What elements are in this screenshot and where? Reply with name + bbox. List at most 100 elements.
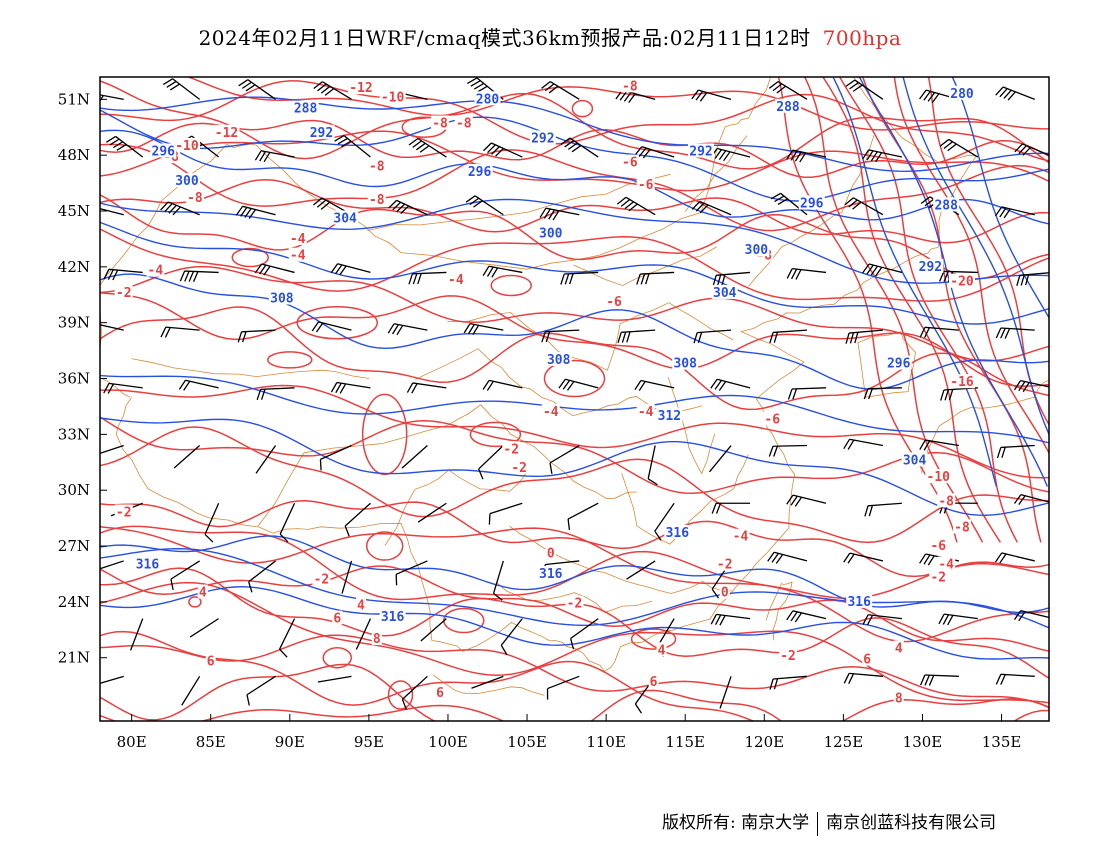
- wind-barb: [401, 445, 428, 469]
- wind-barb: [160, 326, 200, 338]
- wind-barb: [330, 263, 371, 276]
- wind-barb: [256, 387, 295, 401]
- wind-barb: [334, 135, 371, 158]
- wind-barb: [204, 502, 220, 543]
- wind-barb: [769, 675, 808, 690]
- lon-tick-label: 90E: [275, 733, 305, 751]
- contour-label: -8: [938, 494, 954, 509]
- contour-label: 316: [136, 558, 160, 573]
- boundary-line: [667, 377, 716, 475]
- contour-label: -8: [369, 193, 385, 208]
- lat-tick-label: 30N: [58, 481, 90, 499]
- contour-label: -4: [543, 405, 559, 420]
- contour-line: [100, 129, 1049, 225]
- temperature-loop: [469, 421, 522, 448]
- label-bg: [885, 355, 912, 370]
- label-bg: [656, 642, 667, 657]
- temperature-loop: [361, 393, 408, 476]
- label-bg: [332, 210, 359, 225]
- contour-label: 308: [547, 353, 571, 368]
- label-bg: [446, 271, 465, 286]
- label-bg: [929, 538, 948, 553]
- label-bg: [862, 651, 873, 666]
- label-bg: [371, 631, 382, 646]
- wind-barb: [129, 618, 144, 651]
- contour-line: [951, 77, 1049, 320]
- wind-barb: [417, 502, 447, 523]
- label-bg: [949, 374, 976, 389]
- contour-label: 4: [895, 641, 903, 656]
- label-bg: [711, 284, 738, 299]
- contour-label: 4: [357, 599, 365, 614]
- temperature-loop: [387, 680, 414, 710]
- contour-line: [100, 417, 1049, 517]
- wind-barb: [103, 268, 143, 281]
- label-bg: [332, 610, 343, 625]
- contour-line: [100, 526, 1049, 599]
- label-bg: [150, 143, 177, 158]
- wind-barb: [279, 502, 296, 543]
- wind-barb: [254, 150, 295, 163]
- contour-line: [100, 704, 505, 721]
- temperature-loop: [267, 351, 313, 369]
- temperature-loop: [490, 274, 532, 297]
- wind-barb: [408, 137, 447, 158]
- plot-frame: [99, 76, 1050, 722]
- label-bg: [656, 407, 683, 422]
- contour-label: 288: [934, 198, 958, 213]
- wind-barb: [786, 610, 827, 623]
- wind-barb: [1016, 272, 1049, 286]
- label-bg: [688, 143, 715, 158]
- contour-label: -8: [432, 117, 448, 132]
- label-bg: [537, 565, 564, 580]
- lon-tick-label: 85E: [196, 733, 226, 751]
- lon-tick-label: 105E: [507, 733, 547, 751]
- contour-label: -6: [606, 295, 622, 310]
- contour-label: 316: [539, 567, 563, 582]
- wind-barb: [100, 324, 124, 331]
- contour-label: 296: [152, 144, 176, 159]
- label-bg: [268, 290, 295, 305]
- wind-barb: [100, 675, 124, 685]
- contour-label: -2: [717, 558, 733, 573]
- lat-tick-label: 51N: [58, 90, 90, 108]
- lon-tick-label: 95E: [354, 733, 384, 751]
- wind-barb: [395, 560, 428, 586]
- label-bg: [893, 640, 904, 655]
- label-bg: [431, 115, 450, 130]
- contour-line: [100, 565, 1049, 652]
- wind-barb: [939, 138, 979, 158]
- label-bg: [537, 225, 564, 240]
- wind-barb: [100, 444, 124, 454]
- contour-line: [100, 80, 1049, 170]
- temperature-loop: [365, 531, 404, 561]
- contour-label: -2: [314, 573, 330, 588]
- lon-tick-label: 100E: [428, 733, 468, 751]
- wind-barb: [768, 444, 808, 457]
- temperature-loop: [630, 628, 677, 650]
- wind-barb: [626, 560, 656, 580]
- contour-label: 6: [436, 686, 444, 701]
- contour-label: 4: [658, 643, 666, 658]
- temperature-loop: [571, 99, 594, 118]
- wind-barb: [786, 268, 827, 280]
- label-bg: [763, 411, 782, 426]
- contour-line: [100, 198, 1049, 284]
- wind-barb: [994, 552, 1035, 564]
- title-pressure-level: 700hpa: [822, 26, 902, 50]
- contour-label: -20: [950, 275, 974, 290]
- wind-barb: [482, 265, 523, 278]
- wind-barb: [541, 81, 580, 100]
- label-bg: [949, 85, 976, 100]
- lon-tick-label: 80E: [117, 733, 147, 751]
- wind-barb: [319, 444, 352, 471]
- contour-label: -2: [567, 597, 583, 612]
- contour-label: -8: [369, 159, 385, 174]
- contour-line: [100, 585, 1049, 660]
- wind-barb: [634, 146, 675, 159]
- label-bg: [466, 163, 493, 178]
- wind-barb: [471, 675, 504, 689]
- label-bg: [367, 158, 386, 173]
- contour-line: [100, 634, 1049, 708]
